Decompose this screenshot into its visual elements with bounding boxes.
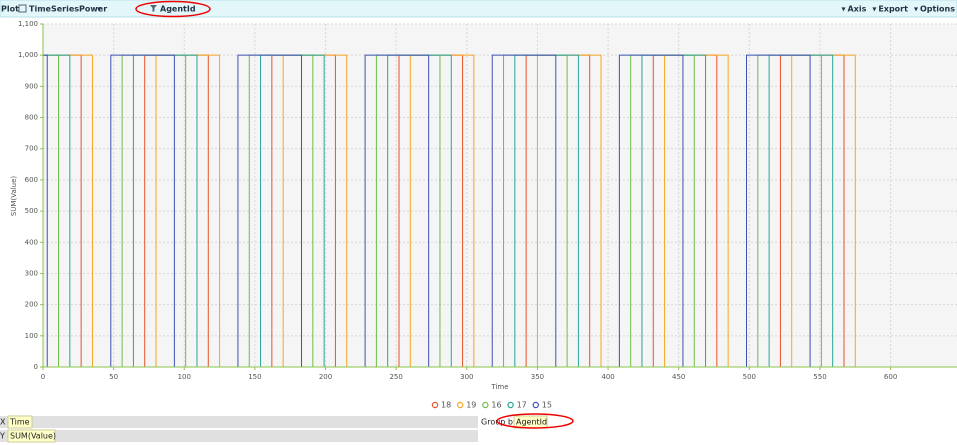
- x-tick-label: 100: [178, 373, 191, 381]
- y-tick-label: 100: [25, 332, 38, 340]
- legend-marker: [532, 401, 539, 409]
- legend-label[interactable]: 17: [517, 401, 527, 410]
- y-tick-label: 200: [25, 301, 38, 309]
- legend-label[interactable]: 18: [441, 401, 451, 410]
- x-tick-label: 550: [813, 373, 826, 381]
- x-tick-label: 150: [248, 373, 261, 381]
- group-row: [478, 416, 957, 428]
- legend-label[interactable]: 19: [466, 401, 476, 410]
- menu[interactable]: Axis: [847, 5, 866, 14]
- ticks: 0 100 200 300 400 500 600 700 800 900 1,000 1,100 0 5…: [18, 20, 897, 381]
- x-tick-label: 0: [41, 373, 45, 381]
- legend-label[interactable]: 16: [491, 401, 501, 410]
- y-tick-label: 800: [25, 114, 38, 122]
- y-tick-label: 1,100: [18, 20, 38, 28]
- y-tick-label: 600: [25, 176, 38, 184]
- menus: Options▾Export▾Axis▾: [841, 5, 955, 14]
- plot-label: Plot: [1, 5, 19, 14]
- x-row-label: X: [0, 418, 6, 427]
- dropdown-arrow: ▾: [872, 5, 876, 14]
- x-tick-label: 50: [109, 373, 118, 381]
- x-axis-title: Time: [490, 383, 508, 391]
- y-tick-label: 500: [25, 207, 38, 215]
- x-tick-label: 350: [531, 373, 544, 381]
- menu[interactable]: Options: [920, 5, 955, 14]
- dropdown-arrow: ▾: [914, 5, 918, 14]
- x-field: Time: [9, 418, 30, 427]
- x-tick-label: 250: [389, 373, 402, 381]
- group-by-label: Group by: [481, 418, 518, 427]
- legend: 18 19 16 17 15: [431, 401, 552, 410]
- legend-marker: [456, 401, 464, 409]
- dropdown-arrow: ▾: [97, 5, 101, 14]
- legend-marker: [431, 401, 439, 409]
- group-by-field: AgentId: [516, 418, 547, 427]
- y-tick-label: 700: [25, 145, 38, 153]
- x-tick-label: 500: [743, 373, 756, 381]
- x-field-tag[interactable]: [7, 415, 33, 429]
- y-tick-label: 1,000: [18, 51, 38, 59]
- x-tick-label: 600: [884, 373, 897, 381]
- legend-marker: [482, 401, 489, 409]
- y-row: [0, 430, 478, 442]
- dropdown-arrow: ▾: [841, 5, 845, 14]
- y-field: SUM(Value): [10, 432, 56, 441]
- x-tick-label: 400: [601, 373, 614, 381]
- legend-label[interactable]: 15: [542, 401, 552, 410]
- y-tick-label: 300: [25, 269, 38, 277]
- y-tick-label: 400: [25, 238, 38, 246]
- filter-field[interactable]: AgentId: [160, 5, 196, 14]
- menu[interactable]: Export: [878, 5, 908, 14]
- x-tick-label: 200: [319, 373, 332, 381]
- x-tick-label: 300: [460, 373, 473, 381]
- highlight-circle: [135, 0, 211, 18]
- y-tick-label: 0: [34, 363, 38, 371]
- plot-area: [43, 24, 957, 367]
- filter-icon: [150, 5, 157, 12]
- legend-marker: [507, 401, 514, 409]
- y-row-label: Y: [0, 432, 5, 441]
- y-field-tag[interactable]: [7, 429, 56, 443]
- y-axis-title: SUM(Value): [10, 176, 18, 217]
- highlight-circle: [496, 413, 574, 429]
- x-tick-label: 450: [672, 373, 685, 381]
- table-icon: [18, 4, 27, 13]
- dataset-selector[interactable]: TimeSeriesPower: [29, 5, 107, 14]
- y-tick-label: 900: [25, 82, 38, 90]
- toolbar: [0, 0, 957, 18]
